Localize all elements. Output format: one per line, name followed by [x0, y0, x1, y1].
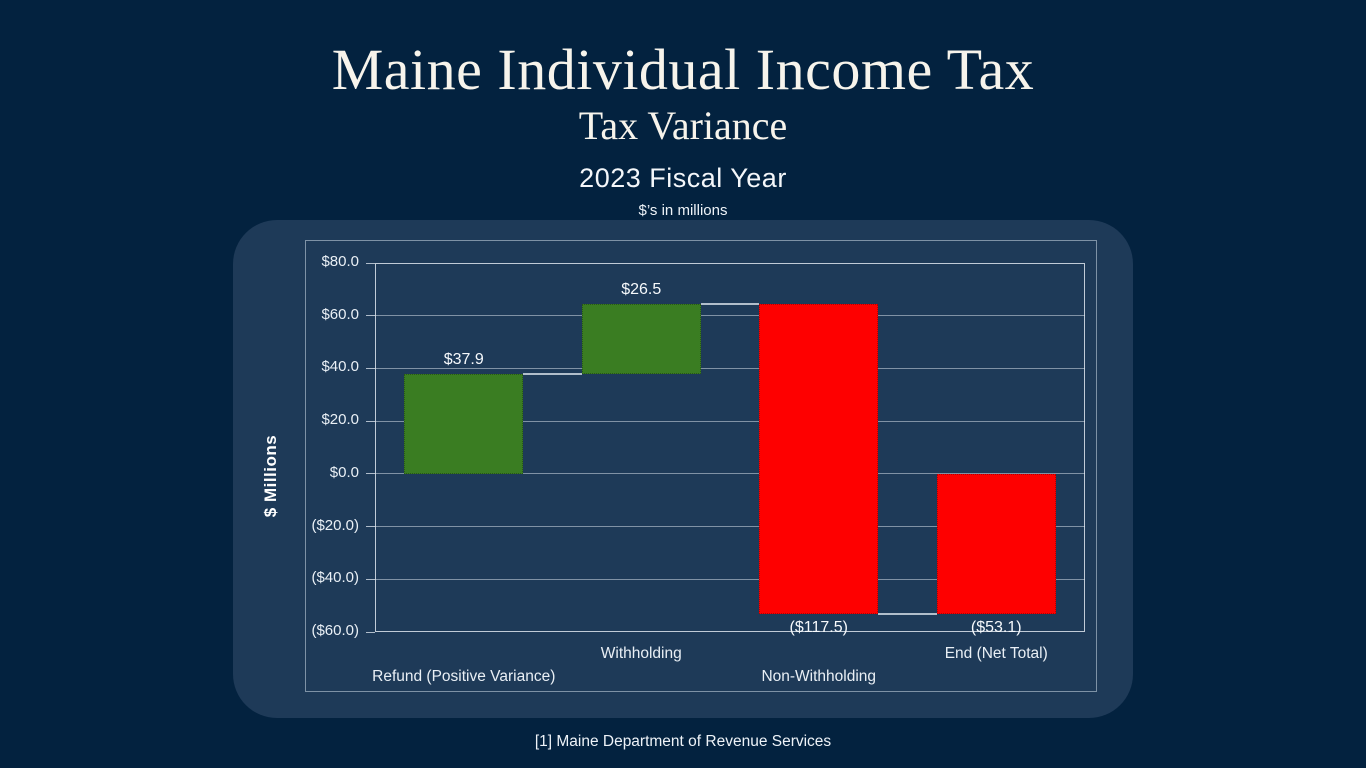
gridline--20: [375, 526, 1085, 528]
y-tick-label: $80.0: [321, 253, 359, 270]
x-axis-label-end-net-total: End (Net Total): [944, 645, 1048, 662]
y-tick-mark-20: [366, 420, 375, 422]
header: Maine Individual Income Tax Tax Variance…: [0, 0, 1366, 219]
y-tick-label: $60.0: [321, 305, 359, 323]
waterfall-connector-2: [878, 612, 937, 615]
y-tick-label: $0.0: [329, 463, 359, 481]
x-axis-label-refund-positive-variance: Refund (Positive Variance): [372, 668, 556, 685]
page-subtitle: Tax Variance: [578, 102, 788, 148]
y-tick-mark-0: [366, 473, 375, 475]
gridline-0: [375, 473, 1085, 475]
units-note: $’s in millions: [638, 201, 728, 219]
x-axis-label-non-withholding: Non-Withholding: [761, 668, 877, 685]
fiscal-year-label: 2023 Fiscal Year: [579, 162, 787, 193]
gridline--40: [375, 578, 1085, 580]
bar-end-net-total: [936, 473, 1056, 614]
y-tick-label: ($20.0): [311, 516, 359, 534]
plot-area: [375, 263, 1085, 632]
bar-non-withholding: [759, 304, 879, 614]
bar-withholding: [581, 304, 701, 374]
y-tick-label: $20.0: [321, 411, 359, 429]
gridline-60: [375, 315, 1085, 317]
y-tick-mark-60: [366, 315, 375, 317]
y-tick-mark--40: [366, 578, 375, 580]
x-axis-label-withholding: Withholding: [600, 645, 682, 662]
y-tick-label: ($60.0): [311, 622, 359, 639]
bar-value-label-refund-positive-variance: $37.9: [443, 350, 484, 368]
chart-panel: [233, 220, 1133, 718]
y-tick-mark-80: [366, 262, 375, 264]
page-title: Maine Individual Income Tax: [331, 37, 1035, 102]
waterfall-connector-1: [700, 303, 760, 306]
gridline-20: [375, 420, 1085, 422]
y-tick-mark--60: [366, 631, 375, 633]
source-note: [1] Maine Department of Revenue Services: [534, 733, 832, 750]
waterfall-connector-0: [523, 372, 582, 375]
gridline-40: [375, 367, 1085, 369]
y-tick-mark-40: [366, 367, 375, 369]
y-tick-label: ($40.0): [311, 569, 359, 587]
y-tick-mark--20: [366, 526, 375, 528]
bar-value-label-end-net-total: ($53.1): [970, 618, 1022, 636]
chart-frame: [305, 240, 1097, 692]
bar-value-label-non-withholding: ($117.5): [789, 618, 848, 636]
bar-value-label-withholding: $26.5: [621, 281, 662, 299]
bar-refund-positive-variance: [404, 373, 524, 474]
y-tick-label: $40.0: [321, 358, 359, 376]
